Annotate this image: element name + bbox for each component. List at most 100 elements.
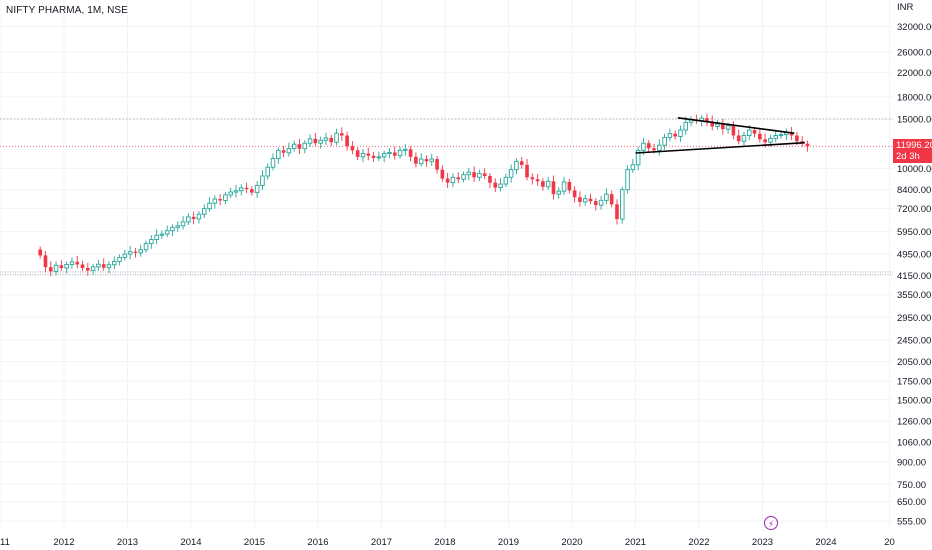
candle[interactable] — [688, 116, 694, 127]
candle[interactable] — [721, 118, 725, 135]
candle[interactable] — [323, 132, 329, 145]
candle[interactable] — [159, 230, 165, 240]
candle[interactable] — [773, 130, 778, 143]
candle[interactable] — [43, 250, 48, 273]
candle[interactable] — [149, 235, 154, 249]
candle[interactable] — [233, 184, 239, 198]
candle[interactable] — [64, 261, 69, 274]
candle[interactable] — [403, 144, 408, 156]
candle[interactable] — [170, 224, 175, 237]
candle[interactable] — [435, 156, 439, 174]
candle[interactable] — [397, 146, 403, 159]
candle[interactable] — [604, 188, 609, 205]
candle[interactable] — [758, 129, 762, 143]
candle[interactable] — [154, 229, 159, 245]
candle[interactable] — [212, 195, 218, 209]
candle[interactable] — [514, 158, 519, 175]
candle[interactable] — [561, 176, 567, 196]
candle[interactable] — [376, 151, 382, 162]
candle[interactable] — [630, 159, 636, 173]
candle[interactable] — [244, 182, 249, 193]
candle[interactable] — [313, 132, 318, 147]
candle[interactable] — [551, 175, 556, 200]
candle[interactable] — [620, 186, 625, 224]
candle[interactable] — [270, 153, 276, 171]
candle[interactable] — [355, 147, 360, 160]
candle[interactable] — [143, 240, 149, 253]
candle[interactable] — [127, 245, 133, 260]
candle[interactable] — [381, 150, 387, 163]
candle[interactable] — [503, 173, 509, 188]
candle[interactable] — [334, 128, 339, 146]
candle[interactable] — [741, 131, 747, 147]
candle[interactable] — [482, 168, 487, 180]
candle[interactable] — [752, 127, 757, 138]
candle[interactable] — [800, 136, 804, 147]
candle[interactable] — [450, 173, 456, 188]
candle[interactable] — [112, 256, 117, 270]
candle[interactable] — [445, 172, 450, 189]
candle[interactable] — [297, 139, 302, 155]
candle[interactable] — [424, 155, 429, 167]
candle[interactable] — [530, 173, 535, 185]
candle[interactable] — [588, 193, 593, 205]
candle[interactable] — [535, 174, 540, 186]
candle[interactable] — [414, 152, 418, 168]
candle[interactable] — [196, 211, 202, 224]
candle[interactable] — [86, 262, 90, 276]
candle[interactable] — [53, 261, 59, 276]
candle[interactable] — [705, 113, 709, 127]
candle[interactable] — [598, 195, 604, 210]
candle[interactable] — [175, 221, 181, 232]
candle[interactable] — [371, 151, 376, 162]
candle[interactable] — [69, 257, 75, 270]
trendline[interactable] — [677, 116, 795, 135]
candle[interactable] — [525, 159, 529, 181]
candle[interactable] — [286, 142, 292, 157]
candle[interactable] — [302, 140, 308, 154]
candle[interactable] — [715, 120, 720, 130]
candle[interactable] — [541, 178, 545, 191]
trendline[interactable] — [635, 141, 805, 154]
candle[interactable] — [75, 255, 80, 269]
candle[interactable] — [594, 198, 598, 211]
candle[interactable] — [477, 169, 482, 182]
candle[interactable] — [276, 147, 281, 164]
candle[interactable] — [239, 184, 244, 196]
candle[interactable] — [250, 186, 254, 196]
candle[interactable] — [340, 127, 344, 141]
candle[interactable] — [635, 146, 641, 171]
candle[interactable] — [673, 130, 677, 140]
candle[interactable] — [228, 187, 233, 198]
candle[interactable] — [572, 185, 577, 203]
price-axis[interactable]: INR 32000.00 26000.00 22000.00 18000.00 15000… — [897, 2, 932, 528]
candle[interactable] — [101, 258, 106, 271]
candle[interactable] — [38, 246, 42, 259]
candle[interactable] — [133, 248, 138, 258]
candle[interactable] — [201, 204, 207, 219]
candle[interactable] — [106, 261, 112, 274]
candle[interactable] — [545, 176, 551, 190]
candle[interactable] — [625, 165, 630, 194]
candle[interactable] — [260, 170, 265, 191]
candle[interactable] — [731, 121, 736, 140]
candle[interactable] — [466, 167, 472, 181]
candle[interactable] — [461, 171, 466, 183]
candle[interactable] — [387, 148, 392, 159]
time-axis[interactable]: 11 2012 2013 2014 2015 2016 2017 2018 2019 2020 20… — [0, 537, 895, 548]
candle[interactable] — [805, 140, 810, 152]
candle[interactable] — [223, 191, 228, 205]
candle[interactable] — [662, 133, 667, 150]
candle[interactable] — [122, 249, 128, 261]
candle[interactable] — [138, 244, 143, 257]
candle[interactable] — [59, 260, 64, 272]
candle[interactable] — [265, 163, 270, 180]
candle[interactable] — [440, 165, 445, 182]
candle[interactable] — [519, 156, 524, 169]
candle[interactable] — [254, 180, 260, 198]
candles[interactable] — [38, 113, 810, 276]
candle[interactable] — [408, 146, 413, 162]
candle[interactable] — [456, 172, 461, 184]
candle[interactable] — [778, 131, 784, 139]
